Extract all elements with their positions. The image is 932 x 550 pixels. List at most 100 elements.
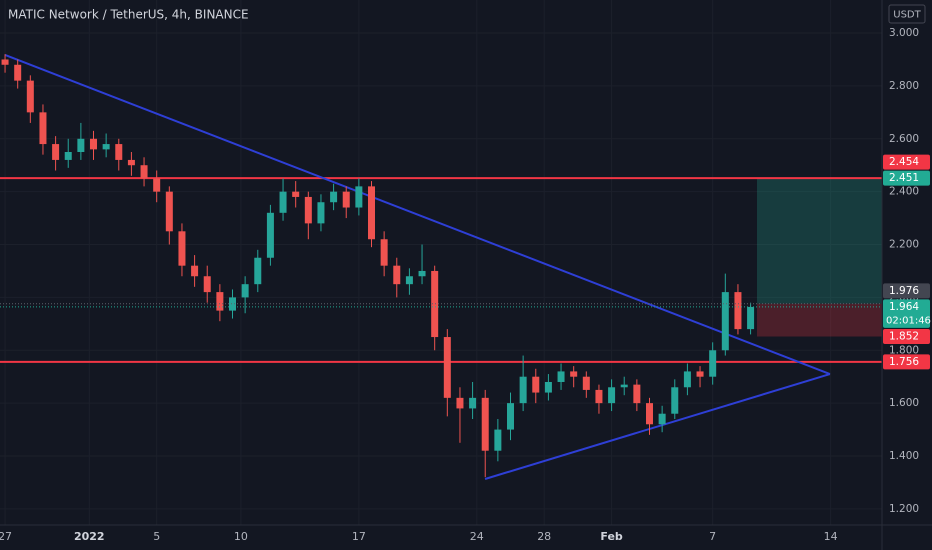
candle-body (64, 152, 72, 160)
candle-body (178, 231, 186, 266)
candle-body (342, 191, 350, 208)
candle-body (747, 306, 755, 330)
price-label: 1.756 (889, 356, 919, 368)
candle-body (696, 371, 704, 377)
candle-body (469, 397, 477, 409)
candle-body (304, 196, 312, 224)
y-tick-label: 1.400 (889, 450, 919, 462)
x-tick-label: 24 (470, 530, 484, 543)
price-axis-panel (882, 0, 932, 550)
candle-body (39, 112, 47, 145)
y-tick-label: 1.200 (889, 503, 919, 515)
candle-body (494, 429, 502, 451)
currency-box[interactable] (888, 4, 926, 24)
y-tick-label: 2.400 (889, 186, 919, 198)
candle-body (165, 191, 173, 232)
candle-body (254, 257, 262, 285)
candle-body (405, 276, 413, 285)
candle-body (279, 191, 287, 213)
x-tick-label: 2022 (74, 530, 105, 543)
candle-body (620, 384, 628, 388)
countdown: 02:01:46 (886, 315, 931, 326)
candle-body (544, 381, 552, 393)
candle-body (658, 413, 666, 425)
candle-body (671, 387, 679, 414)
candle-body (532, 376, 540, 393)
x-tick-label: 27 (0, 530, 12, 543)
candle-body (317, 202, 325, 224)
candle-body (368, 186, 376, 240)
trend-line (4, 54, 831, 375)
candle-body (721, 292, 729, 351)
candle-body (595, 389, 603, 404)
price-label-box (883, 354, 930, 370)
candle-body (355, 186, 363, 208)
trend-line (484, 373, 831, 480)
axes: 1.2001.4001.6001.8002.0002.2002.4002.600… (0, 27, 931, 543)
x-tick-label: 7 (709, 530, 716, 543)
candle-body (380, 239, 388, 266)
candle-body (102, 144, 110, 150)
candle-body (431, 270, 439, 338)
candle-body (52, 144, 60, 160)
candle-body (26, 80, 34, 113)
candle-body (683, 371, 691, 388)
candle-body (519, 376, 527, 404)
y-tick-label: 1.800 (889, 344, 919, 356)
y-tick-label: 2.200 (889, 239, 919, 251)
candle-body (229, 297, 237, 311)
candle-body (608, 387, 616, 404)
chart-title: MATIC Network / TetherUS, 4h, BINANCE (8, 8, 249, 22)
candle-body (393, 265, 401, 285)
candle-body (443, 337, 451, 398)
y-tick-label: 2.800 (889, 80, 919, 92)
candle-body (506, 403, 514, 430)
candle-body (266, 212, 274, 258)
y-tick-label: 2.600 (889, 133, 919, 145)
price-label-box (883, 329, 930, 345)
candle-body (1, 59, 9, 65)
candle-body (709, 350, 717, 377)
price-label: 1.976 (889, 285, 919, 297)
candle-body (203, 276, 211, 293)
x-tick-label: 17 (352, 530, 366, 543)
candle-body (582, 376, 590, 390)
candle-body (153, 178, 161, 192)
price-label: 2.454 (889, 156, 919, 168)
candle-body (127, 159, 135, 166)
x-tick-label: 28 (537, 530, 551, 543)
candle-body (90, 138, 98, 150)
candle-body (216, 292, 224, 311)
x-tick-label: 14 (824, 530, 838, 543)
price-label-box (883, 283, 930, 299)
price-label-box (883, 170, 930, 186)
candle-body (14, 64, 22, 81)
price-label: 1.964 (889, 301, 919, 313)
candle-body (77, 138, 85, 153)
x-tick-label: 10 (234, 530, 248, 543)
candle-body (330, 191, 338, 203)
candle-body (241, 284, 249, 298)
x-tick-label: 5 (153, 530, 160, 543)
candle-body (645, 403, 653, 425)
x-tick-label: Feb (600, 530, 623, 543)
candle-body (734, 292, 742, 330)
candle-body (292, 191, 300, 197)
currency[interactable]: USDT (893, 10, 921, 21)
position-loss (756, 303, 882, 337)
candle-body (570, 371, 578, 377)
price-label: 1.852 (889, 331, 919, 343)
candle-body (115, 144, 123, 160)
candle-body (140, 165, 148, 179)
candle-body (456, 397, 464, 409)
candle-body (633, 384, 641, 404)
plot-area (0, 54, 882, 480)
candle-body (191, 265, 199, 277)
candle-body (481, 397, 489, 451)
time-axis-panel (0, 525, 932, 550)
candle-body (557, 371, 565, 382)
y-tick-label: 3.000 (889, 27, 919, 39)
